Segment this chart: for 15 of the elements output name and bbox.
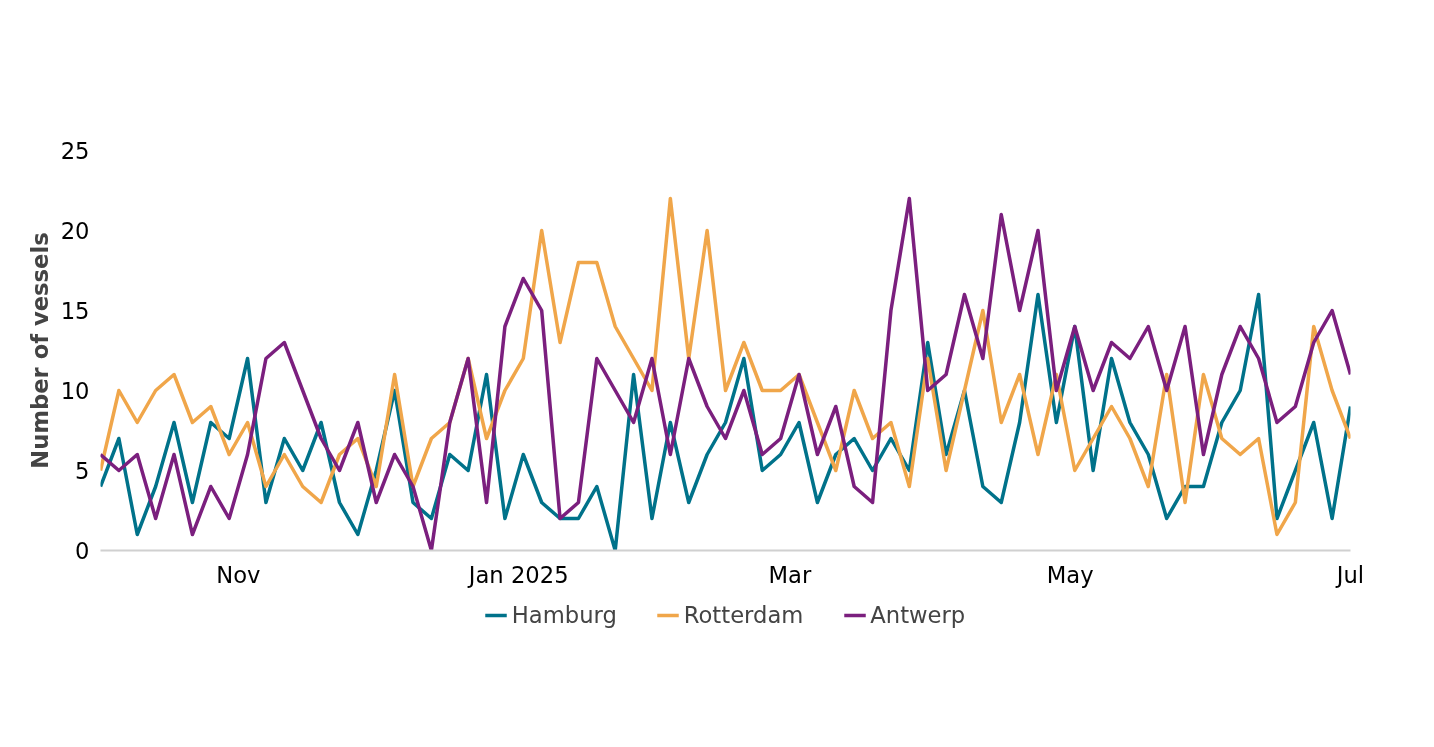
y-tick-label: 15 — [60, 298, 90, 324]
y-tick-label: 25 — [60, 138, 90, 164]
y-tick-label: 10 — [60, 378, 90, 404]
y-axis-title: Number of vessels — [26, 232, 53, 469]
x-tick-label: May — [1046, 561, 1094, 588]
legend-label: Rotterdam — [683, 602, 804, 628]
y-tick-label: 0 — [75, 538, 90, 564]
legend-label: Antwerp — [870, 602, 966, 628]
x-tick-label: Jan 2025 — [466, 561, 569, 588]
x-tick-label: Nov — [216, 561, 261, 588]
x-tick-label: Mar — [768, 561, 812, 588]
x-tick-label: Jul — [1334, 561, 1365, 588]
legend-label: Hamburg — [511, 602, 617, 628]
y-tick-label: 5 — [75, 458, 90, 484]
y-tick-label: 20 — [60, 218, 90, 244]
